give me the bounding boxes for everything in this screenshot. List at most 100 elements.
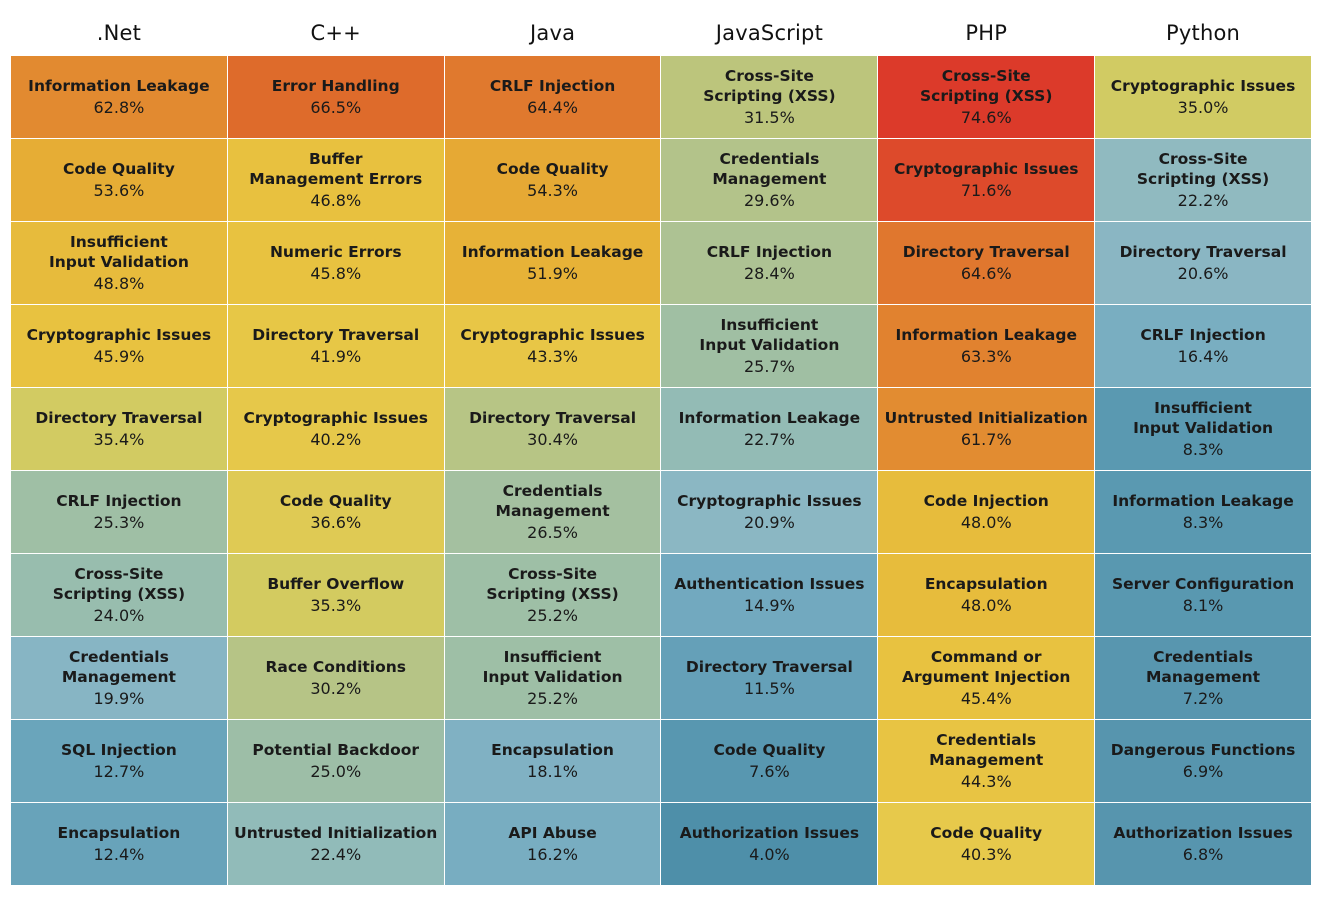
cell-value: 61.7%: [960, 429, 1012, 449]
heatmap-cell: Code Quality 7.6%: [661, 720, 878, 802]
cell-label: Directory Traversal: [902, 242, 1070, 261]
heatmap-column-java: CRLF Injection 64.4% Code Quality 54.3% Info…: [444, 56, 661, 885]
cell-value: 45.4%: [960, 688, 1012, 708]
heatmap-cell: Information Leakage 62.8%: [11, 56, 227, 138]
heatmap-cell: Insufficient Input Validation 25.7%: [661, 305, 878, 387]
cell-value: 46.8%: [310, 190, 362, 210]
cell-value: 74.6%: [960, 107, 1012, 127]
cell-label: Cross-Site Scripting (XSS): [703, 66, 836, 105]
heatmap-grid: Information Leakage 62.8% Code Quality 53.6…: [11, 56, 1311, 885]
column-header-java: Java: [529, 21, 576, 45]
heatmap-cell: CRLF Injection 25.3%: [11, 471, 227, 553]
cell-value: 35.3%: [310, 595, 362, 615]
heatmap-cell: Credentials Management 7.2%: [1095, 637, 1311, 719]
cell-label: Server Configuration: [1111, 574, 1295, 593]
cell-value: 6.9%: [1182, 761, 1224, 781]
cell-value: 7.6%: [749, 761, 790, 781]
cell-label: Encapsulation: [57, 823, 181, 842]
column-header-php: PHP: [965, 21, 1008, 45]
heatmap-cell: Cryptographic Issues 71.6%: [878, 139, 1095, 221]
cell-label: Information Leakage: [895, 325, 1077, 344]
cell-label: Credentials Management: [495, 481, 610, 520]
cell-label: Cross-Site Scripting (XSS): [52, 564, 186, 603]
heatmap-cell: Command or Argument Injection 45.4%: [878, 637, 1095, 719]
heatmap-cell: Authorization Issues 4.0%: [661, 803, 878, 885]
cell-value: 64.6%: [960, 263, 1012, 283]
heatmap-cell: Encapsulation 12.4%: [11, 803, 227, 885]
cell-value: 41.9%: [310, 346, 362, 366]
heatmap-cell: Cryptographic Issues 45.9%: [11, 305, 227, 387]
heatmap-cell: Directory Traversal 20.6%: [1095, 222, 1311, 304]
cell-label: Code Quality: [496, 159, 609, 178]
column-header-python: Python: [1166, 21, 1241, 45]
heatmap-cell: Code Quality 36.6%: [227, 471, 444, 553]
cell-label: Untrusted Initialization: [884, 408, 1088, 427]
heatmap-cell: Race Conditions 30.2%: [227, 637, 444, 719]
cell-label: Information Leakage: [1112, 491, 1294, 510]
cell-label: Insufficient Input Validation: [1133, 398, 1274, 437]
heatmap-cell: Directory Traversal 64.6%: [878, 222, 1095, 304]
cell-label: Credentials Management: [1146, 647, 1261, 686]
heatmap-cell: Cryptographic Issues 20.9%: [661, 471, 878, 553]
heatmap-cell: CRLF Injection 64.4%: [444, 56, 661, 138]
column-header-net: .Net: [96, 21, 142, 45]
heatmap-cell: Directory Traversal 41.9%: [227, 305, 444, 387]
cell-value: 35.4%: [93, 429, 145, 449]
cell-label: Insufficient Input Validation: [699, 315, 840, 354]
cell-value: 25.2%: [527, 688, 578, 708]
heatmap-cell: Credentials Management 29.6%: [661, 139, 878, 221]
cell-label: Directory Traversal: [685, 657, 853, 676]
cell-value: 7.2%: [1182, 688, 1224, 708]
cell-label: API Abuse: [508, 823, 597, 842]
cell-value: 18.1%: [527, 761, 578, 781]
cell-label: Cryptographic Issues: [243, 408, 428, 427]
cell-value: 24.0%: [93, 605, 145, 625]
heatmap-cell: Information Leakage 22.7%: [661, 388, 878, 470]
cell-value: 12.7%: [93, 761, 145, 781]
cell-value: 11.5%: [743, 678, 795, 698]
cell-value: 40.2%: [310, 429, 362, 449]
cell-label: SQL Injection: [60, 740, 177, 759]
cell-label: Directory Traversal: [35, 408, 203, 427]
cell-value: 31.5%: [743, 107, 795, 127]
heatmap-cell: Cryptographic Issues 40.2%: [227, 388, 444, 470]
heatmap-cell: API Abuse 16.2%: [444, 803, 661, 885]
cell-label: Error Handling: [271, 76, 400, 95]
heatmap-cell: Server Configuration 8.1%: [1095, 554, 1311, 636]
cell-value: 51.9%: [527, 263, 578, 283]
cell-value: 48.0%: [960, 512, 1012, 532]
heatmap-column-python: Cryptographic Issues 35.0% Cross-Site Scri…: [1095, 56, 1311, 885]
heatmap-cell: Cross-Site Scripting (XSS) 74.6%: [878, 56, 1095, 138]
cell-label: Cryptographic Issues: [677, 491, 862, 510]
heatmap-cell: Encapsulation 48.0%: [878, 554, 1095, 636]
cell-label: Cryptographic Issues: [26, 325, 212, 344]
cell-label: Buffer Management Errors: [249, 149, 423, 188]
cell-value: 16.2%: [527, 844, 578, 864]
cell-label: Credentials Management: [61, 647, 176, 686]
heatmap-cell: Potential Backdoor 25.0%: [227, 720, 444, 802]
heatmap-cell: Numeric Errors 45.8%: [227, 222, 444, 304]
heatmap-cell: Cross-Site Scripting (XSS) 24.0%: [11, 554, 227, 636]
heatmap-column-c: Error Handling 66.5% Buffer Management Err…: [227, 56, 444, 885]
heatmap-cell: Insufficient Input Validation 48.8%: [11, 222, 227, 304]
cell-value: 30.4%: [527, 429, 578, 449]
heatmap-cell: Cross-Site Scripting (XSS) 31.5%: [661, 56, 878, 138]
cell-value: 45.8%: [310, 263, 362, 283]
cell-label: CRLF Injection: [1140, 325, 1266, 344]
cell-value: 40.3%: [960, 844, 1012, 864]
cell-value: 6.8%: [1182, 844, 1224, 864]
column-header-c: C++: [310, 21, 361, 45]
cell-label: Code Injection: [923, 491, 1049, 510]
cell-label: Directory Traversal: [1119, 242, 1287, 261]
cell-value: 45.9%: [93, 346, 145, 366]
heatmap-cell: CRLF Injection 16.4%: [1095, 305, 1311, 387]
heatmap-cell: Cryptographic Issues 43.3%: [444, 305, 661, 387]
heatmap-cell: Error Handling 66.5%: [227, 56, 444, 138]
cell-value: 29.6%: [743, 190, 795, 210]
cell-value: 43.3%: [527, 346, 578, 366]
heatmap-cell: Insufficient Input Validation 25.2%: [444, 637, 661, 719]
cell-label: Authorization Issues: [1113, 823, 1293, 842]
cell-value: 66.5%: [310, 97, 362, 117]
heatmap-column-php: Cross-Site Scripting (XSS) 74.6% Cryptogra…: [878, 56, 1095, 885]
cell-value: 22.2%: [1177, 190, 1229, 210]
